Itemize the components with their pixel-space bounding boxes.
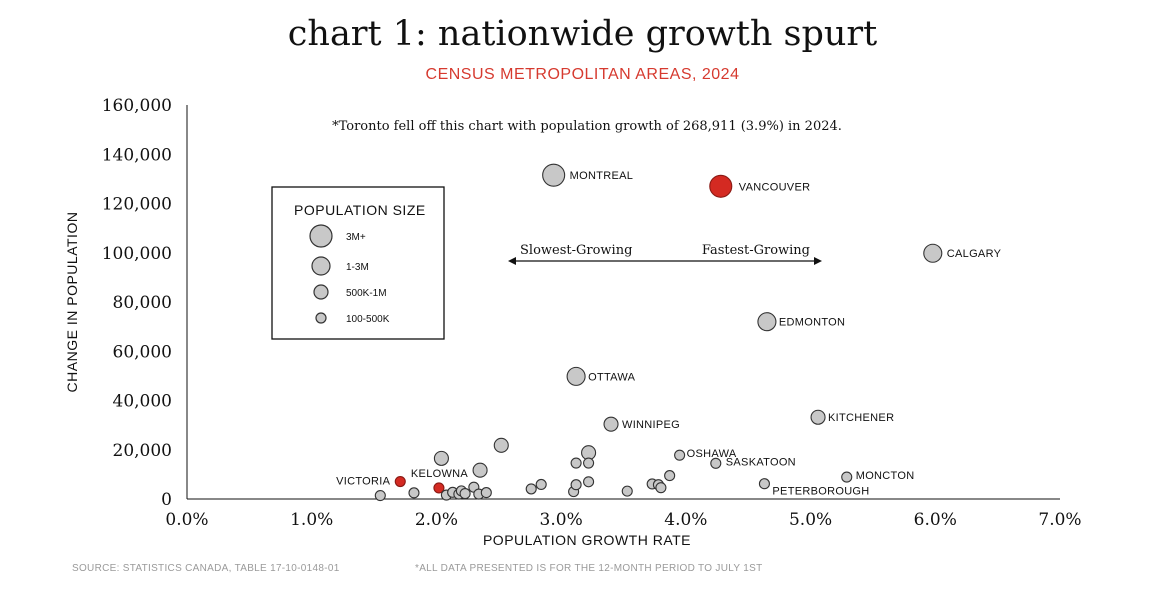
point-calgary [923, 243, 943, 263]
legend-items: 3M+ 1-3M 500K-1M 100-500K [309, 224, 390, 325]
x-tick-label: 3.0% [540, 510, 583, 530]
point-label-saskatoon: SASKATOON [726, 456, 796, 468]
data-point [480, 487, 492, 499]
point-label-calgary: CALGARY [947, 248, 1002, 260]
point-label-kelowna: KELOWNA [411, 468, 468, 480]
x-tick-label: 5.0% [789, 510, 832, 530]
data-point [621, 485, 633, 497]
point-ottawa [566, 366, 586, 386]
y-tick-label: 160,000 [102, 96, 172, 116]
x-tick-label: 4.0% [664, 510, 707, 530]
x-tick-label: 6.0% [914, 510, 957, 530]
data-point [493, 437, 509, 453]
point-edmonton [757, 312, 777, 332]
y-tick-label: 40,000 [113, 392, 172, 412]
y-axis-label: CHANGE IN POPULATION [64, 212, 80, 393]
legend-label: 1-3M [346, 262, 369, 273]
point-label-edmonton: EDMONTON [779, 317, 845, 329]
y-tick-label: 120,000 [102, 195, 172, 215]
data-point [664, 470, 676, 482]
data-point [408, 487, 420, 499]
arrow-right-head [814, 257, 822, 265]
point-label-peterborough: PETERBOROUGH [772, 486, 869, 498]
legend-marker [311, 256, 331, 276]
point-montreal [542, 163, 566, 187]
data-point [583, 457, 595, 469]
y-tick-label: 20,000 [113, 441, 172, 461]
chart-subtitle: CENSUS METROPOLITAN AREAS, 2024 [425, 66, 740, 83]
y-tick-label: 0 [161, 490, 172, 510]
y-tick-label: 60,000 [113, 342, 172, 362]
legend-label: 3M+ [346, 232, 366, 243]
point-label-victoria: VICTORIA [336, 476, 391, 488]
point-label-ottawa: OTTAWA [588, 371, 636, 383]
point-label-vancouver: VANCOUVER [739, 181, 811, 193]
legend: POPULATION SIZE 3M+ 1-3M 500K-1M 100-500K [271, 186, 445, 340]
x-tick-label: 0.0% [165, 510, 208, 530]
data-points [374, 163, 943, 502]
point-label-montreal: MONTREAL [570, 170, 634, 182]
legend-label: 100-500K [346, 314, 390, 325]
point-kelowna [433, 482, 445, 494]
period-footnote: *ALL DATA PRESENTED IS FOR THE 12-MONTH … [415, 563, 762, 574]
data-point [433, 450, 449, 466]
source-footnote: SOURCE: STATISTICS CANADA, TABLE 17-10-0… [72, 563, 340, 574]
axes [186, 105, 1060, 500]
arrow-left-head [508, 257, 516, 265]
x-axis-label: POPULATION GROWTH RATE [483, 532, 691, 548]
point-label-oshawa: OSHAWA [687, 448, 737, 460]
legend-marker [309, 224, 333, 248]
data-point [655, 482, 667, 494]
legend-label: 500K-1M [346, 288, 387, 299]
point-saskatoon [710, 457, 722, 469]
point-moncton [841, 471, 853, 483]
data-point [535, 478, 547, 491]
point-vancouver [709, 174, 733, 198]
y-tick-label: 80,000 [113, 293, 172, 313]
point-winnipeg [603, 416, 619, 432]
chart-title: chart 1: nationwide growth spurt [287, 14, 878, 54]
growth-arrow: Slowest-Growing Fastest-Growing [508, 243, 822, 265]
y-ticks: 0 20,000 40,000 60,000 80,000 100,000 120,000 1… [102, 96, 172, 510]
point-label-kitchener: KITCHENER [828, 412, 894, 424]
legend-marker [315, 312, 327, 324]
point-peterborough [758, 478, 770, 490]
toronto-note: *Toronto fell off this chart with popula… [332, 119, 842, 134]
x-tick-label: 1.0% [290, 510, 333, 530]
x-ticks: 0.0% 1.0% 2.0% 3.0% 4.0% 5.0% 6.0% 7.0% [165, 510, 1081, 530]
point-victoria [394, 475, 406, 488]
point-labels: MONTREAL VANCOUVER CALGARY EDMONTON OTTAWA WI… [336, 170, 1002, 498]
data-point [570, 457, 582, 469]
data-point [570, 479, 582, 491]
legend-box [271, 186, 445, 340]
slowest-growing-label: Slowest-Growing [520, 243, 632, 258]
y-tick-label: 140,000 [102, 145, 172, 165]
data-point [459, 488, 471, 500]
legend-marker [313, 284, 329, 300]
x-tick-label: 2.0% [415, 510, 458, 530]
point-label-moncton: MONCTON [856, 470, 915, 482]
legend-title: POPULATION SIZE [294, 202, 426, 218]
point-label-winnipeg: WINNIPEG [622, 419, 680, 431]
data-point [472, 462, 488, 478]
point-oshawa [674, 449, 686, 461]
x-tick-label: 7.0% [1038, 510, 1081, 530]
point-kitchener [810, 409, 826, 425]
data-point [374, 490, 386, 502]
data-point [525, 483, 537, 495]
fastest-growing-label: Fastest-Growing [702, 243, 810, 258]
y-tick-label: 100,000 [102, 244, 172, 264]
data-point [583, 476, 595, 488]
